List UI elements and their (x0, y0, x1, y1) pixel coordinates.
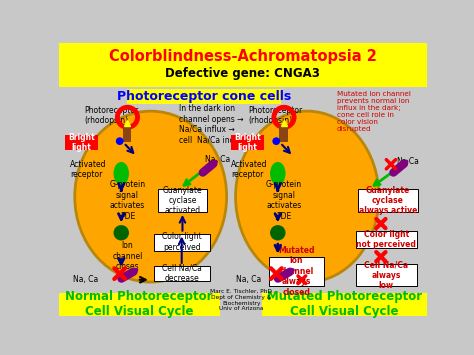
FancyBboxPatch shape (356, 231, 417, 248)
Text: G-protein
signal
activates
PDE: G-protein signal activates PDE (109, 180, 146, 220)
Text: Cell Na/Ca
always
low: Cell Na/Ca always low (364, 260, 409, 290)
FancyBboxPatch shape (262, 293, 427, 316)
Text: Activated
receptor: Activated receptor (231, 160, 268, 179)
Text: Colorblindness-Achromatopsia 2: Colorblindness-Achromatopsia 2 (109, 49, 377, 64)
Text: Color light
perceived: Color light perceived (162, 232, 201, 252)
Ellipse shape (75, 111, 227, 282)
Text: Photoreceptor
(rhodopsin): Photoreceptor (rhodopsin) (248, 106, 302, 125)
Circle shape (270, 225, 285, 240)
Text: Guanylate
cyclase
always active: Guanylate cyclase always active (359, 186, 417, 215)
Circle shape (273, 137, 280, 145)
Text: Photoreceptor
(rhodopsin): Photoreceptor (rhodopsin) (84, 106, 138, 125)
Circle shape (116, 137, 124, 145)
Text: Na, Ca: Na, Ca (205, 155, 230, 164)
FancyBboxPatch shape (65, 135, 98, 151)
Circle shape (113, 225, 129, 240)
FancyBboxPatch shape (59, 293, 219, 316)
Text: Na, Ca: Na, Ca (236, 275, 261, 284)
Text: Na,Ca: Na,Ca (396, 158, 419, 166)
Text: Na, Ca: Na, Ca (73, 275, 99, 284)
Ellipse shape (236, 111, 379, 282)
FancyBboxPatch shape (356, 264, 417, 286)
FancyBboxPatch shape (59, 43, 427, 87)
FancyBboxPatch shape (357, 189, 418, 212)
Text: In the dark ion
channel opens →
Na/Ca influx →
cell  Na/Ca increase: In the dark ion channel opens → Na/Ca in… (179, 104, 255, 144)
Text: G-protein
signal
activates
PDE: G-protein signal activates PDE (266, 180, 302, 220)
Text: Ion
channel
closes: Ion channel closes (112, 241, 143, 271)
FancyBboxPatch shape (231, 135, 264, 151)
Text: Normal Photoreceptor
Cell Visual Cycle: Normal Photoreceptor Cell Visual Cycle (65, 290, 213, 318)
FancyBboxPatch shape (279, 125, 288, 142)
Text: Cell Na/Ca
decrease: Cell Na/Ca decrease (162, 264, 201, 283)
Text: Defective gene: CNGA3: Defective gene: CNGA3 (165, 67, 320, 80)
Text: Mutated
ion
channel
always
closed: Mutated ion channel always closed (278, 246, 315, 296)
Text: Marc E. Tischler, PhD
Dept of Chemistry &
Biochemistry
Univ of Arizona: Marc E. Tischler, PhD Dept of Chemistry … (210, 289, 272, 311)
Text: Guanylate
cyclase
activated: Guanylate cyclase activated (163, 186, 202, 215)
Ellipse shape (270, 162, 285, 185)
Text: Photoreceptor cone cells: Photoreceptor cone cells (117, 90, 292, 103)
FancyBboxPatch shape (158, 189, 207, 212)
Text: Mutated Photoreceptor
Cell Visual Cycle: Mutated Photoreceptor Cell Visual Cycle (267, 290, 422, 318)
FancyBboxPatch shape (154, 234, 210, 251)
FancyBboxPatch shape (268, 257, 324, 286)
Text: Color light
not perceived: Color light not perceived (356, 230, 416, 250)
Text: Bright
light: Bright light (68, 133, 95, 152)
Text: Mutated ion channel
prevents normal ion
influx in the dark;
cone cell role in
co: Mutated ion channel prevents normal ion … (337, 91, 410, 132)
FancyBboxPatch shape (128, 89, 281, 104)
FancyBboxPatch shape (154, 266, 210, 281)
Text: Activated
receptor: Activated receptor (70, 160, 107, 179)
FancyBboxPatch shape (123, 125, 131, 142)
Ellipse shape (113, 162, 129, 185)
Text: Bright
light: Bright light (234, 133, 261, 152)
